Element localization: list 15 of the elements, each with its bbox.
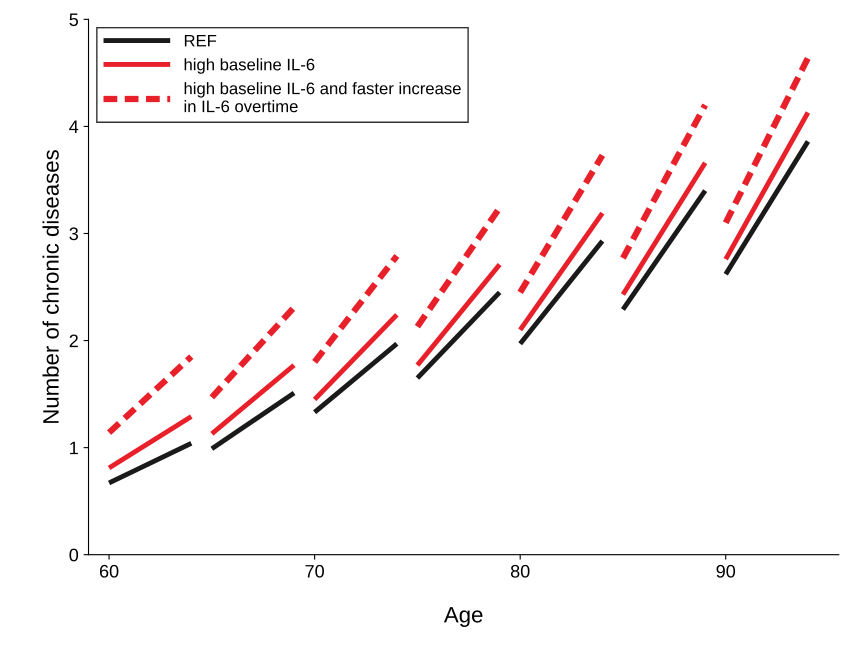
y-tick-label: 0: [69, 548, 78, 562]
x-axis-title: Age: [444, 607, 482, 627]
x-tick-label: 60: [100, 564, 118, 578]
legend-label: high baseline IL-6 and faster increase in IL-6 overtime: [184, 82, 461, 112]
y-tick-label: 4: [69, 120, 78, 133]
y-tick-label: 5: [69, 13, 78, 26]
legend-label: REF: [184, 34, 216, 46]
x-tick-label: 90: [716, 564, 736, 578]
y-axis-title: Number of chronic diseases: [42, 150, 59, 423]
y-tick-label: 3: [69, 227, 78, 240]
legend-label: high baseline IL-6: [184, 58, 314, 74]
y-tick-label: 1: [70, 442, 78, 454]
x-tick-label: 70: [306, 564, 324, 578]
y-tick-label: 2: [70, 334, 78, 348]
x-tick-label: 80: [510, 564, 530, 578]
